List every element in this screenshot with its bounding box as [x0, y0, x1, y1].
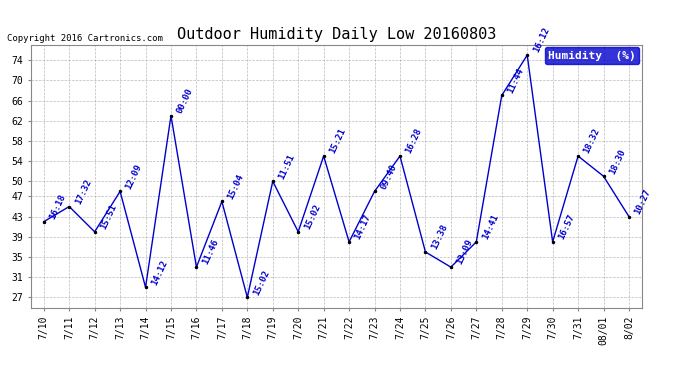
Text: 15:21: 15:21	[328, 127, 347, 155]
Text: 10:27: 10:27	[633, 188, 653, 216]
Text: 15:51: 15:51	[99, 203, 119, 231]
Text: 14:12: 14:12	[150, 258, 169, 286]
Text: 14:41: 14:41	[480, 213, 500, 241]
Text: 15:02: 15:02	[251, 268, 271, 297]
Text: 15:04: 15:04	[226, 172, 246, 201]
Text: 16:18: 16:18	[48, 193, 68, 221]
Text: 17:32: 17:32	[73, 178, 93, 206]
Text: 18:30: 18:30	[608, 147, 627, 176]
Text: 09:40: 09:40	[379, 162, 398, 190]
Text: 16:57: 16:57	[557, 213, 576, 241]
Text: 12:09: 12:09	[124, 162, 144, 190]
Text: 13:09: 13:09	[455, 238, 475, 266]
Text: 11:44: 11:44	[506, 66, 526, 95]
Text: 00:00: 00:00	[175, 87, 195, 115]
Text: 11:46: 11:46	[201, 238, 220, 266]
Legend: Humidity  (%): Humidity (%)	[545, 47, 640, 64]
Text: 16:12: 16:12	[531, 26, 551, 54]
Text: 11:51: 11:51	[277, 152, 297, 180]
Title: Outdoor Humidity Daily Low 20160803: Outdoor Humidity Daily Low 20160803	[177, 27, 496, 42]
Text: 16:28: 16:28	[404, 127, 424, 155]
Text: Copyright 2016 Cartronics.com: Copyright 2016 Cartronics.com	[7, 34, 163, 43]
Text: 14:17: 14:17	[353, 213, 373, 241]
Text: 13:38: 13:38	[430, 223, 449, 251]
Text: 18:32: 18:32	[582, 127, 602, 155]
Text: 15:02: 15:02	[302, 203, 322, 231]
